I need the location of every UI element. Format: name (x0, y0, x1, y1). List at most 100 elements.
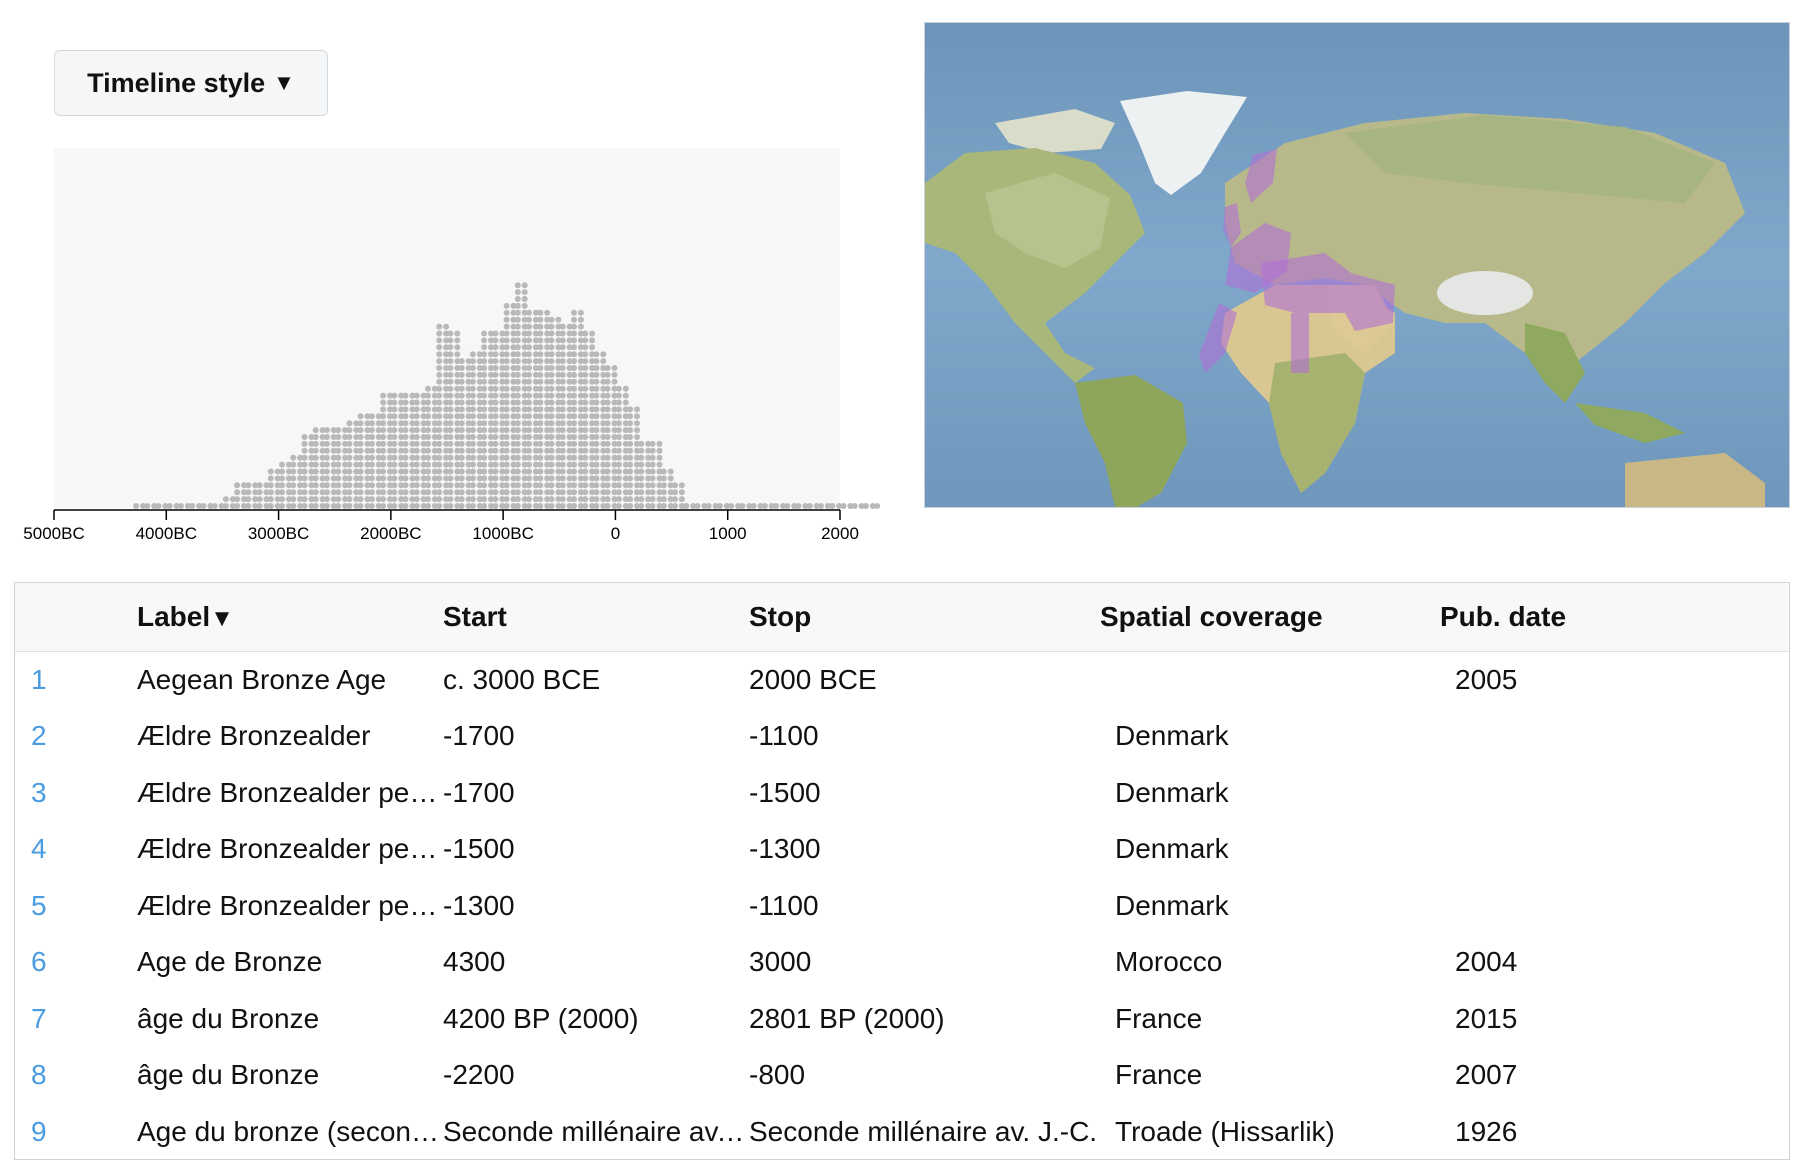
header-label[interactable]: Label▼ (137, 600, 234, 632)
row-stop: -800 (749, 1059, 806, 1091)
timeline-dot (402, 420, 409, 427)
timeline-dot (521, 385, 528, 392)
timeline-dot (402, 468, 409, 475)
timeline-dot (436, 392, 443, 399)
timeline-dot (330, 503, 337, 509)
timeline-dot (555, 399, 562, 406)
header-spatial-coverage[interactable]: Spatial coverage (1100, 600, 1323, 632)
timeline-dot (735, 503, 742, 509)
timeline-dot (622, 496, 629, 503)
timeline-dot (454, 440, 461, 447)
timeline-dot (290, 503, 297, 509)
timeline-dot (716, 503, 723, 509)
timeline-dot (611, 503, 618, 509)
timeline-dot (364, 489, 371, 496)
timeline-dot (537, 371, 544, 378)
header-start[interactable]: Start (443, 600, 507, 632)
row-number[interactable]: 2 (31, 720, 47, 752)
map-australia (1625, 453, 1765, 507)
timeline-dot (555, 496, 562, 503)
timeline-dot (443, 385, 450, 392)
timeline-dot (413, 468, 420, 475)
timeline-dot (465, 447, 472, 454)
timeline-dot (465, 420, 472, 427)
timeline-dot (526, 323, 532, 330)
timeline-dot (521, 406, 528, 413)
timeline-dot (611, 399, 618, 406)
timeline-dot (312, 447, 319, 454)
row-number[interactable]: 7 (31, 1002, 47, 1034)
timeline-dot (582, 330, 589, 337)
timeline-chart[interactable]: 5000BC 4000BC 3000BC 2000BC 1000BC 0 1000 2000 (0, 140, 880, 560)
row-number[interactable]: 9 (31, 1115, 47, 1147)
timeline-dot (488, 330, 494, 337)
timeline-dot (544, 413, 551, 420)
timeline-dot (532, 323, 539, 330)
timeline-dot (488, 496, 494, 503)
timeline-dot (323, 475, 330, 482)
timeline-dot (436, 489, 443, 496)
table-row[interactable]: 8 âge du Bronze -2200 -800 France 2007 (15, 1047, 1789, 1104)
timeline-dot (593, 503, 600, 509)
row-number[interactable]: 6 (31, 946, 47, 978)
table-row[interactable]: 1 Aegean Bronze Age c. 3000 BCE 2000 BCE 200… (15, 651, 1789, 708)
timeline-dot (234, 503, 241, 509)
timeline-dot (469, 358, 476, 365)
timeline-dot (436, 420, 443, 427)
timeline-dot (454, 496, 461, 503)
timeline-dot (577, 330, 584, 337)
timeline-dot (492, 344, 499, 351)
timeline-dot (481, 365, 488, 371)
timeline-dot (458, 392, 465, 399)
timeline-dot (436, 447, 443, 454)
timeline-dot (510, 399, 517, 406)
timeline-dot (514, 475, 521, 482)
timeline-dot (537, 316, 544, 323)
timeline-dot (458, 468, 465, 475)
row-number[interactable]: 8 (31, 1059, 47, 1091)
row-number[interactable]: 1 (31, 663, 47, 695)
header-stop[interactable]: Stop (749, 600, 812, 632)
timeline-dot (514, 371, 521, 378)
timeline-dot (566, 378, 573, 385)
timeline-dot (555, 461, 562, 468)
timeline-dot (638, 440, 645, 447)
timeline-dot (548, 371, 555, 378)
timeline-dot (667, 489, 674, 496)
table-row[interactable]: 2 Ældre Bronzealder -1700 -1100 Denmark (15, 708, 1789, 765)
timeline-dot (514, 434, 521, 440)
coverage-map[interactable] (924, 22, 1790, 508)
table-row[interactable]: 6 Age de Bronze 4300 3000 Morocco 2004 (15, 934, 1789, 991)
timeline-dot (611, 496, 618, 503)
timeline-dot (555, 316, 562, 323)
timeline-dot (492, 440, 499, 447)
timeline-dot (488, 385, 494, 392)
timeline-dot (818, 503, 824, 509)
table-row[interactable]: 7 âge du Bronze 4200 BP (2000) 2801 BP (200… (15, 991, 1789, 1048)
timeline-style-button[interactable]: Timeline style ▼ (54, 50, 328, 116)
row-number[interactable]: 5 (31, 889, 47, 921)
timeline-dot (140, 503, 146, 509)
timeline-dot (571, 427, 577, 434)
timeline-dot (656, 503, 663, 509)
timeline-dot (398, 475, 405, 482)
timeline-dot (492, 427, 499, 434)
timeline-dot (436, 323, 443, 330)
timeline-dot (514, 316, 521, 323)
header-pub-date[interactable]: Pub. date (1440, 600, 1567, 632)
row-number[interactable]: 4 (31, 833, 47, 865)
timeline-dot (413, 489, 420, 496)
timeline-dot (532, 503, 539, 509)
timeline-dot (537, 420, 544, 427)
timeline-dot (476, 482, 483, 489)
timeline-dot (559, 385, 566, 392)
table-header-row: Label▼ Start Stop Spatial coverage Pub. … (15, 583, 1789, 651)
timeline-dot (368, 447, 375, 454)
timeline-dot (263, 489, 270, 496)
timeline-dot (589, 447, 596, 454)
row-number[interactable]: 3 (31, 776, 47, 808)
